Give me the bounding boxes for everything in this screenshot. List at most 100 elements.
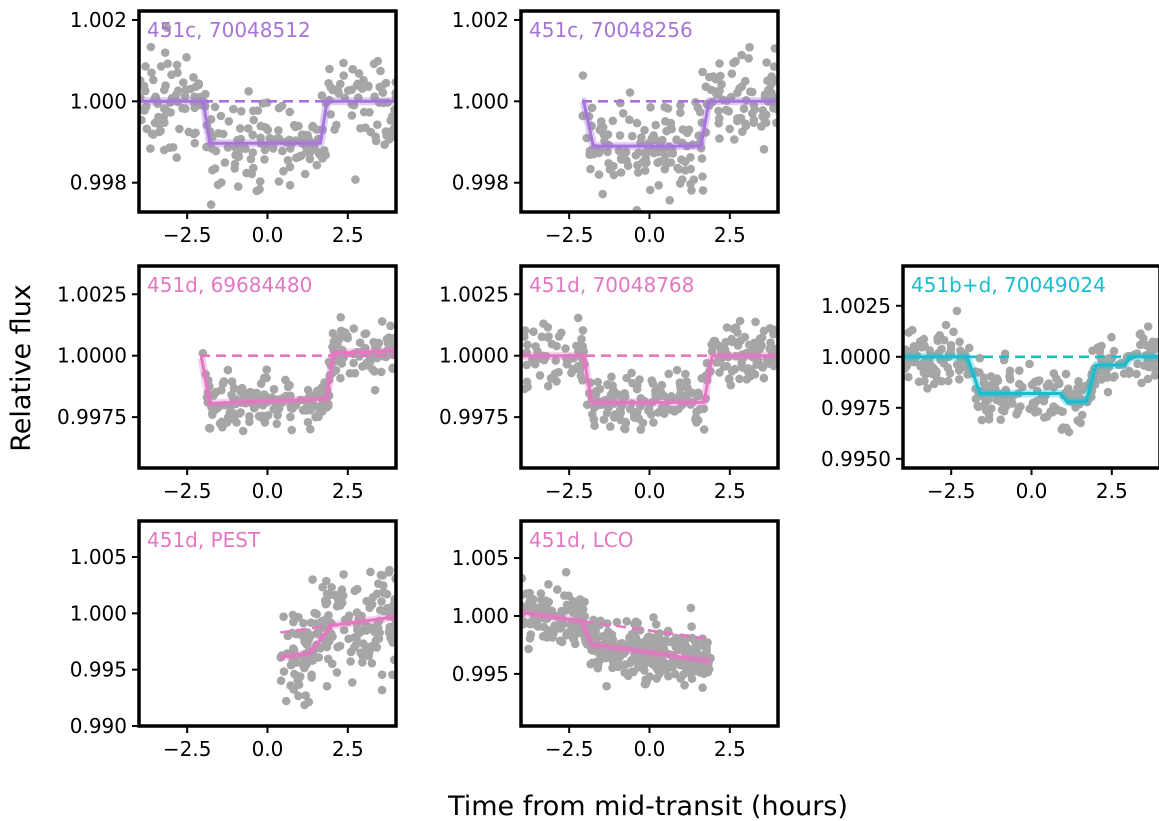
data-point — [592, 634, 601, 644]
data-point — [288, 628, 297, 638]
data-point — [217, 417, 227, 427]
data-point — [1005, 371, 1014, 381]
x-tick-label: 0.0 — [634, 479, 666, 503]
data-point — [223, 365, 233, 375]
data-point — [711, 87, 721, 96]
data-point — [738, 127, 747, 136]
data-point — [973, 401, 982, 411]
data-point — [710, 336, 720, 346]
data-point — [675, 380, 685, 390]
data-point — [676, 643, 685, 652]
data-point — [547, 339, 557, 349]
data-point — [274, 177, 284, 186]
data-point — [287, 425, 297, 435]
data-point — [283, 382, 293, 392]
data-point — [681, 166, 690, 175]
data-point — [522, 360, 531, 370]
panel-4: −2.5 0.0 2.5 0.9975 1.0000 1.0025 451d, 700487… — [439, 264, 780, 503]
data-point — [633, 168, 643, 177]
data-point — [739, 104, 749, 113]
data-point — [622, 617, 631, 626]
data-point — [916, 362, 925, 371]
data-point — [244, 87, 253, 96]
data-point — [245, 417, 254, 427]
data-point — [286, 412, 295, 422]
data-point — [377, 367, 386, 377]
data-point — [666, 405, 676, 415]
data-point — [653, 633, 663, 643]
data-point — [526, 630, 536, 639]
data-point — [377, 670, 387, 679]
data-point — [378, 88, 388, 97]
data-point — [589, 149, 598, 159]
data-point — [738, 363, 747, 372]
data-point — [769, 62, 778, 71]
y-tick-label: 0.998 — [452, 171, 509, 195]
data-point — [172, 153, 181, 162]
data-point — [750, 339, 760, 349]
y-tick-label: 0.9975 — [821, 396, 891, 420]
y-tick-label: 1.0000 — [821, 345, 891, 369]
data-point — [641, 675, 650, 684]
data-point — [299, 618, 308, 628]
data-point — [676, 100, 685, 110]
data-point — [640, 125, 649, 135]
data-point — [381, 78, 391, 88]
data-point — [1058, 407, 1067, 416]
data-point — [622, 373, 631, 383]
data-point — [256, 121, 266, 131]
data-point — [317, 383, 327, 393]
data-point — [741, 76, 750, 86]
data-point — [589, 415, 599, 424]
data-point — [993, 376, 1003, 386]
data-point — [330, 125, 339, 134]
data-point — [735, 316, 745, 326]
data-point — [663, 104, 673, 113]
data-point — [681, 369, 690, 379]
data-point — [1012, 410, 1021, 419]
data-point — [1148, 337, 1157, 347]
data-point — [751, 317, 760, 327]
data-point — [903, 362, 911, 371]
data-point — [934, 348, 943, 358]
data-point — [350, 586, 360, 596]
data-point — [554, 621, 563, 630]
data-point — [944, 376, 953, 386]
data-point — [1018, 382, 1027, 392]
data-point — [609, 392, 618, 402]
data-point — [146, 42, 156, 52]
data-point — [659, 658, 669, 667]
data-point — [649, 418, 658, 427]
data-point — [652, 674, 661, 683]
data-point — [186, 84, 195, 94]
x-tick-label: −2.5 — [927, 479, 976, 503]
data-point — [757, 333, 767, 342]
y-tick-label: 1.005 — [452, 546, 509, 570]
data-point — [314, 409, 324, 419]
model-line — [903, 355, 1159, 404]
data-point — [279, 166, 288, 176]
data-point — [676, 108, 685, 117]
data-point — [353, 79, 363, 89]
data-point — [360, 329, 370, 339]
data-point — [1098, 365, 1108, 374]
data-point — [1139, 334, 1148, 343]
plot-area — [521, 313, 778, 434]
data-point — [695, 404, 705, 414]
data-point — [1044, 379, 1054, 388]
data-point — [213, 180, 223, 190]
data-point — [306, 405, 315, 415]
data-point — [672, 365, 682, 375]
data-point — [597, 120, 606, 130]
data-point — [965, 343, 974, 353]
data-point — [522, 377, 532, 387]
data-point — [159, 145, 169, 155]
data-point — [1003, 394, 1012, 403]
data-point — [194, 80, 203, 90]
data-point — [564, 355, 573, 365]
data-point — [955, 337, 964, 347]
data-point — [344, 86, 353, 95]
data-point — [190, 92, 199, 101]
data-point — [640, 166, 650, 175]
data-point — [646, 103, 655, 112]
